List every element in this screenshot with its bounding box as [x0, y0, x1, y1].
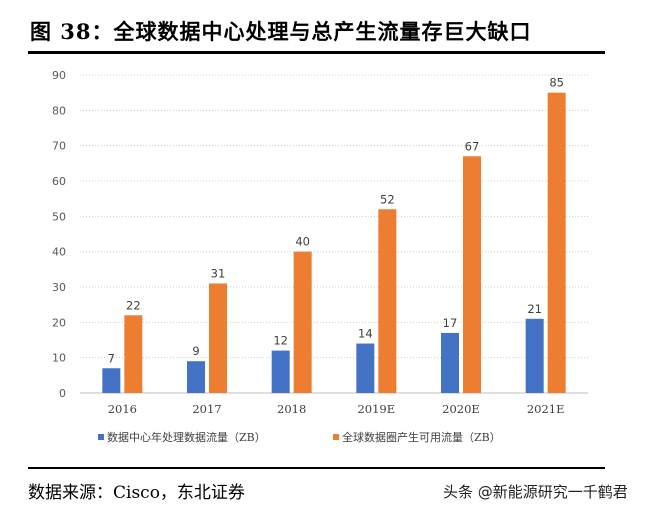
x-tick-label: 2018	[277, 402, 306, 416]
x-tick-label: 2016	[108, 402, 137, 416]
bar-processed	[356, 343, 375, 393]
bar-generated	[547, 92, 566, 394]
bar-generated	[209, 283, 227, 393]
data-label: 85	[549, 76, 564, 90]
y-tick-label: 40	[52, 246, 66, 259]
y-tick-label: 80	[52, 104, 66, 117]
source-note: 数据来源：Cisco，东北证券	[28, 483, 245, 503]
data-label: 52	[380, 192, 395, 206]
y-tick-label: 30	[52, 281, 66, 294]
bar-generated	[293, 251, 312, 393]
y-tick-label: 0	[59, 387, 66, 400]
data-label: 9	[192, 344, 199, 358]
data-label: 21	[527, 302, 542, 316]
watermark: 头条 @新能源研究一千鹤君	[443, 483, 628, 501]
y-tick-label: 90	[52, 69, 66, 82]
bar-processed	[525, 318, 544, 393]
chart-title: 图 38：全球数据中心处理与总产生流量存巨大缺口	[30, 19, 532, 44]
y-tick-label: 10	[52, 352, 66, 365]
bar-generated	[378, 209, 397, 393]
bar-processed	[441, 332, 459, 393]
legend-swatch	[98, 434, 104, 440]
data-label: 40	[295, 235, 310, 249]
x-tick-label: 2019E	[357, 402, 395, 416]
bar-processed	[187, 361, 205, 393]
y-tick-label: 50	[52, 210, 66, 223]
bar-generated	[463, 156, 481, 393]
bar-generated	[124, 315, 143, 393]
data-label: 31	[211, 266, 226, 280]
legend-label: 全球数据圈产生可用流量（ZB）	[342, 430, 501, 444]
bar-chart: 0 10 20 30 40 50 60 70 80 90 2016 7 22 2017 9 31 2018 12 4…	[52, 69, 588, 444]
title-rule	[28, 51, 605, 54]
data-label: 7	[108, 351, 115, 365]
data-label: 14	[358, 327, 373, 341]
y-tick-label: 70	[52, 140, 66, 153]
data-label: 22	[126, 298, 141, 312]
y-tick-label: 60	[52, 175, 66, 188]
data-label: 12	[273, 334, 288, 348]
legend-label: 数据中心年处理数据流量（ZB）	[107, 430, 266, 444]
bar-processed	[102, 368, 121, 393]
data-label: 67	[465, 139, 480, 153]
legend-swatch	[333, 434, 339, 440]
x-tick-label: 2020E	[442, 402, 480, 416]
bar-processed	[271, 350, 290, 393]
x-tick-label: 2021E	[527, 402, 565, 416]
footer-rule	[28, 467, 605, 469]
data-label: 17	[443, 316, 458, 330]
y-tick-label: 20	[52, 316, 66, 329]
x-tick-label: 2017	[192, 402, 221, 416]
